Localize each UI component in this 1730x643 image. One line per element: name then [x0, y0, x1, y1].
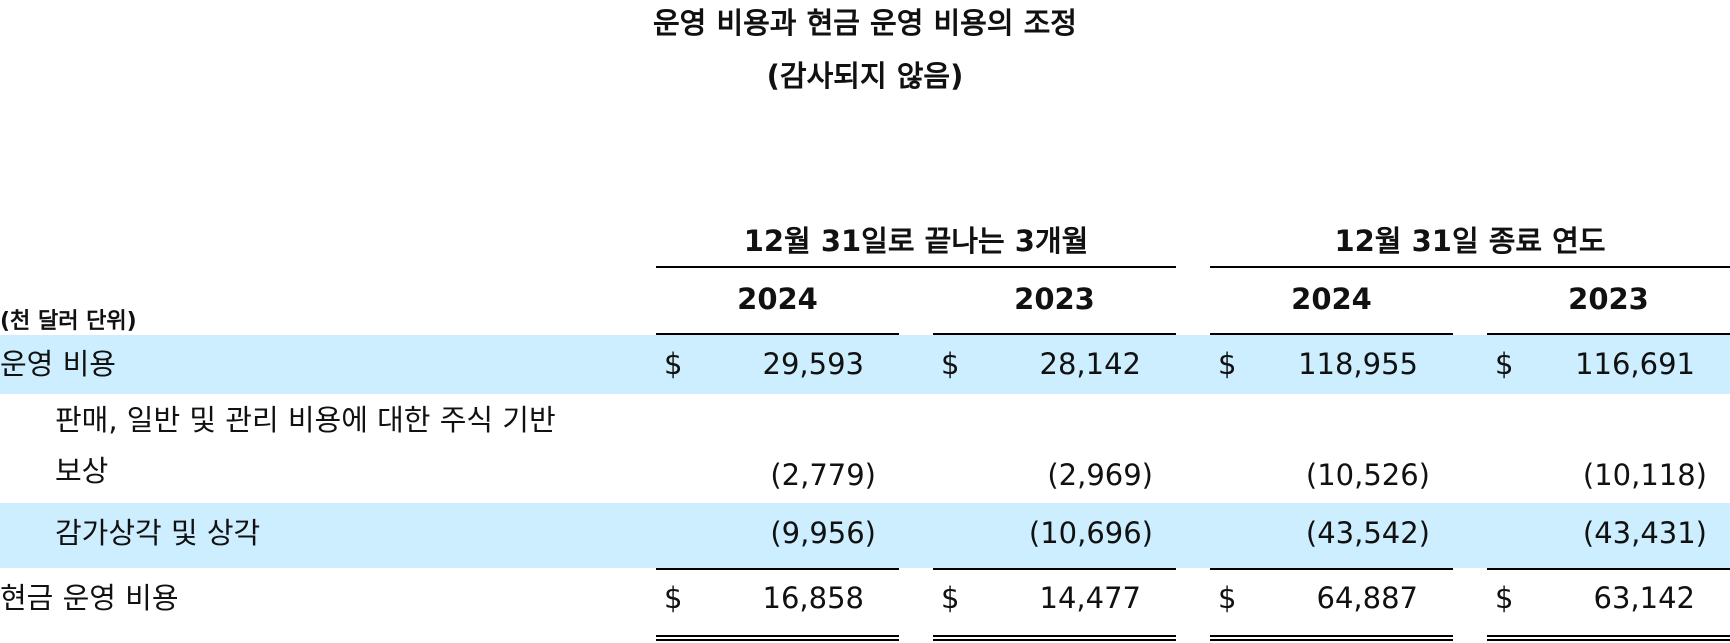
value-cell: 64,887: [1316, 581, 1418, 615]
total-double-line: [1210, 635, 1453, 641]
row-label-operating-expenses: 운영 비용: [0, 347, 116, 381]
value-cell: 29,593: [762, 347, 864, 381]
value-cell: (2,779): [770, 458, 876, 492]
total-double-line: [933, 635, 1176, 641]
subtotal-line: [1210, 568, 1453, 570]
year-header-y-2023: 2023: [1568, 282, 1649, 316]
period-underline-three-months: [656, 266, 1176, 268]
currency-symbol: $: [941, 581, 960, 615]
total-double-line: [1487, 635, 1730, 641]
value-cell: 14,477: [1039, 581, 1141, 615]
year-header-q-2023: 2023: [1014, 282, 1095, 316]
row-band-operating-expenses: [0, 335, 1730, 394]
value-cell: (10,118): [1582, 458, 1707, 492]
value-cell: 16,858: [762, 581, 864, 615]
year-header-y-2024: 2024: [1291, 282, 1372, 316]
value-cell: 28,142: [1039, 347, 1141, 381]
units-label: (천 달러 단위): [0, 309, 137, 334]
subtotal-line: [1487, 568, 1730, 570]
currency-symbol: $: [1218, 347, 1237, 381]
value-cell: 118,955: [1298, 347, 1418, 381]
value-cell: 116,691: [1575, 347, 1695, 381]
row-band-depreciation: [0, 503, 1730, 568]
report-subtitle: (감사되지 않음): [766, 59, 964, 93]
value-cell: (43,542): [1305, 516, 1430, 550]
currency-symbol: $: [1495, 581, 1514, 615]
total-double-line: [656, 635, 899, 641]
row-label-depreciation: 감가상각 및 상각: [55, 516, 261, 550]
year-underline: [933, 333, 1176, 335]
report-title: 운영 비용과 현금 운영 비용의 조정: [652, 6, 1077, 40]
period-header-three-months: 12월 31일로 끝나는 3개월: [743, 224, 1089, 258]
value-cell: 63,142: [1593, 581, 1695, 615]
row-label-stock-compensation-line1: 판매, 일반 및 관리 비용에 대한 주식 기반: [55, 403, 556, 437]
currency-symbol: $: [664, 347, 683, 381]
value-cell: (2,969): [1047, 458, 1153, 492]
year-header-q-2024: 2024: [737, 282, 818, 316]
year-underline: [1487, 333, 1730, 335]
period-header-year: 12월 31일 종료 연도: [1334, 224, 1606, 258]
value-cell: (10,696): [1028, 516, 1153, 550]
value-cell: (9,956): [770, 516, 876, 550]
currency-symbol: $: [664, 581, 683, 615]
year-underline: [656, 333, 899, 335]
value-cell: (10,526): [1305, 458, 1430, 492]
currency-symbol: $: [1218, 581, 1237, 615]
row-label-cash-operating-expenses: 현금 운영 비용: [0, 581, 179, 615]
subtotal-line: [656, 568, 899, 570]
currency-symbol: $: [941, 347, 960, 381]
subtotal-line: [933, 568, 1176, 570]
year-underline: [1210, 333, 1453, 335]
row-label-stock-compensation-line2: 보상: [55, 454, 109, 488]
currency-symbol: $: [1495, 347, 1514, 381]
value-cell: (43,431): [1582, 516, 1707, 550]
period-underline-year: [1210, 266, 1730, 268]
